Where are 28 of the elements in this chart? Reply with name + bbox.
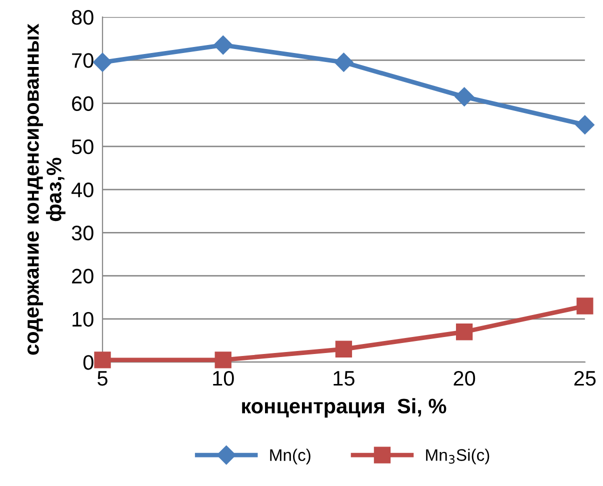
point — [456, 324, 473, 340]
y-tick-label: 40 — [71, 182, 94, 198]
y-tick-label: 30 — [72, 226, 94, 240]
point — [214, 36, 233, 55]
point — [575, 115, 594, 134]
point — [576, 298, 594, 314]
y-tick-label: 20 — [72, 268, 94, 284]
x-tick-label: 20 — [454, 370, 476, 386]
y-tick-label: 70 — [72, 53, 94, 68]
legend-label: Mn$_{3}$Si(c) — [426, 448, 490, 464]
y-tick-label: 50 — [72, 139, 94, 154]
point — [94, 352, 111, 368]
x-tick-label: 15 — [334, 371, 354, 386]
point — [214, 352, 232, 368]
y-tick-label: 0 — [83, 355, 94, 370]
legend-label: Mn(c) — [270, 448, 310, 464]
point — [335, 340, 352, 358]
x-tick-label: 5 — [98, 371, 108, 386]
y-axis-title: содержание конденсированных фаз,% — [27, 24, 66, 355]
x-tick-label: 25 — [574, 370, 596, 386]
x-tick-label: 10 — [213, 370, 234, 386]
y-tick-label: 60 — [72, 96, 94, 112]
y-tick-label: 80 — [72, 10, 94, 25]
x-axis-title: концентрация Si, % — [242, 398, 446, 418]
point — [454, 87, 474, 106]
point — [334, 52, 354, 72]
point — [92, 52, 112, 72]
y-tick-label: 10 — [72, 312, 94, 327]
